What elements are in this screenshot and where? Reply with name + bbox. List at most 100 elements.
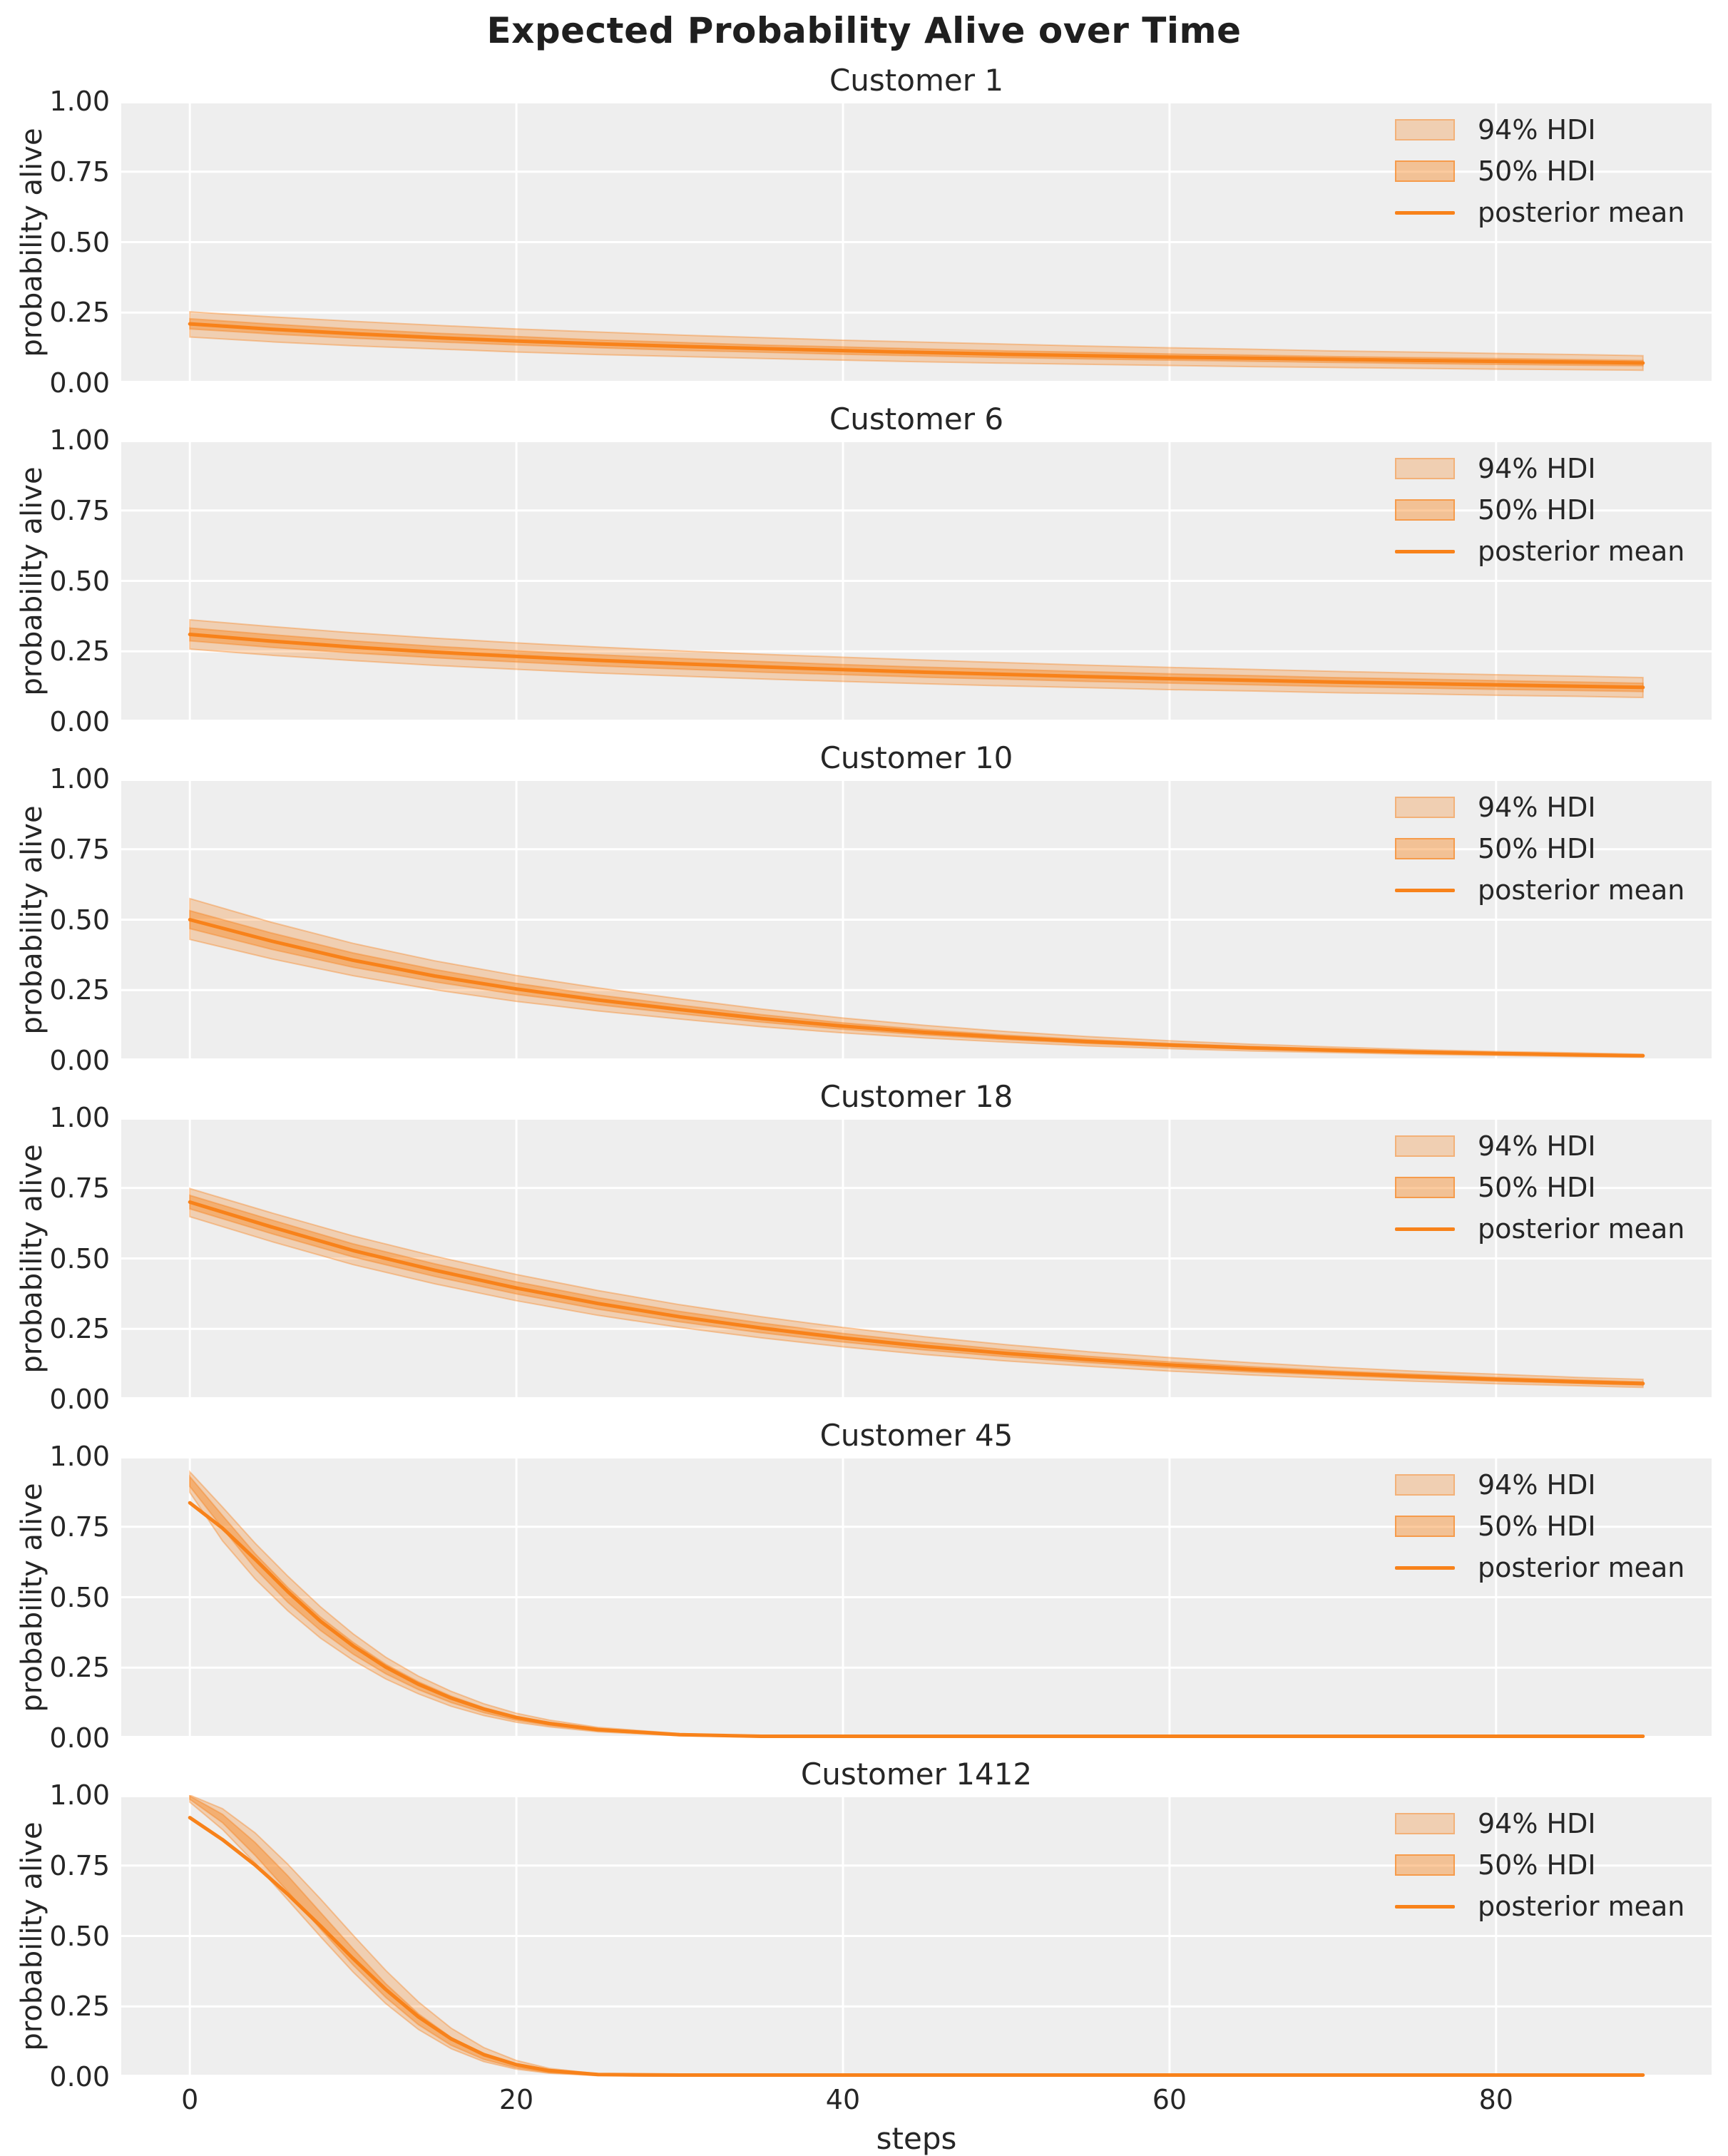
legend-label: 94% HDI (1478, 114, 1596, 145)
plot-area (121, 1795, 1712, 2077)
legend-label: posterior mean (1478, 197, 1685, 228)
legend-item-posterior-mean: posterior mean (1395, 1552, 1709, 1583)
hdi-94-band (189, 1187, 1644, 1389)
legend-label: 50% HDI (1478, 833, 1596, 864)
hdi-94-band (189, 311, 1644, 372)
y-tick-label: 0.75 (49, 1172, 110, 1204)
posterior-mean-line (188, 1501, 1645, 1738)
y-tick-label: 0.75 (49, 833, 110, 865)
subplot-title: Customer 6 (829, 402, 1004, 436)
y-tick-label: 0.00 (49, 1722, 110, 1754)
y-tick-label: 0.50 (49, 1920, 110, 1952)
legend-label: 94% HDI (1478, 453, 1596, 484)
legend-item-94-hdi: 94% HDI (1395, 1130, 1709, 1162)
legend-label: posterior mean (1478, 1213, 1685, 1245)
subplot-title: Customer 1412 (800, 1757, 1033, 1792)
legend-swatch-94-hdi (1395, 1135, 1455, 1157)
y-tick-label: 0.25 (49, 1652, 110, 1684)
hdi-94-band (189, 1795, 1643, 2077)
y-tick-label: 0.75 (49, 1511, 110, 1543)
subplot-title: Customer 1 (829, 63, 1004, 98)
legend-item-94-hdi: 94% HDI (1395, 114, 1709, 145)
legend-line-posterior-mean (1395, 1566, 1455, 1570)
y-tick-label: 0.00 (49, 2061, 110, 2093)
y-tick-label: 0.25 (49, 1991, 110, 2023)
legend-label: posterior mean (1478, 874, 1685, 906)
legend-label: 94% HDI (1478, 1808, 1596, 1839)
y-tick-label: 0.00 (49, 1045, 110, 1076)
plot-area (121, 779, 1712, 1061)
x-tick-label: 60 (1152, 2084, 1187, 2115)
legend-item-posterior-mean: posterior mean (1395, 197, 1709, 228)
legend-item-94-hdi: 94% HDI (1395, 453, 1709, 484)
y-tick-label: 0.25 (49, 974, 110, 1006)
legend-item-94-hdi: 94% HDI (1395, 1469, 1709, 1501)
y-tick-label: 1.00 (49, 424, 110, 456)
y-tick-label: 0.25 (49, 297, 110, 329)
legend-label: 94% HDI (1478, 792, 1596, 823)
y-tick-label: 0.00 (49, 367, 110, 399)
posterior-mean-line (188, 1200, 1645, 1386)
legend-line-posterior-mean (1395, 211, 1455, 215)
y-tick-label: 1.00 (49, 86, 110, 117)
legend-label: 50% HDI (1478, 1849, 1596, 1881)
legend-label: 50% HDI (1478, 155, 1596, 187)
plot-area (121, 440, 1712, 722)
legend-line-posterior-mean (1395, 889, 1455, 892)
y-tick-label: 1.00 (49, 1102, 110, 1133)
posterior-mean-line (188, 1816, 1645, 2077)
legend-item-posterior-mean: posterior mean (1395, 536, 1709, 567)
subplot-title: Customer 18 (819, 1079, 1013, 1114)
y-tick-label: 0.50 (49, 1242, 110, 1274)
legend-swatch-50-hdi (1395, 838, 1455, 859)
legend-item-posterior-mean: posterior mean (1395, 1213, 1709, 1245)
hdi-94-band (189, 618, 1644, 699)
x-tick-label: 80 (1478, 2084, 1513, 2115)
legend-label: posterior mean (1478, 1891, 1685, 1922)
hdi-94-band (189, 1470, 1644, 1738)
legend-item-posterior-mean: posterior mean (1395, 874, 1709, 906)
x-axis-label: steps (876, 2121, 957, 2156)
y-tick-label: 1.00 (49, 1441, 110, 1472)
x-tick-label: 40 (825, 2084, 861, 2115)
legend-swatch-50-hdi (1395, 1854, 1455, 1876)
legend-item-50-hdi: 50% HDI (1395, 1172, 1709, 1203)
legend-label: 94% HDI (1478, 1469, 1596, 1501)
y-tick-label: 0.50 (49, 1581, 110, 1613)
y-tick-label: 0.25 (49, 1313, 110, 1345)
subplot-title: Customer 45 (819, 1418, 1013, 1453)
legend-swatch-94-hdi (1395, 458, 1455, 479)
legend-label: 50% HDI (1478, 1172, 1596, 1203)
legend-line-posterior-mean (1395, 1227, 1455, 1231)
legend-swatch-94-hdi (1395, 1474, 1455, 1496)
y-tick-label: 0.75 (49, 1849, 110, 1881)
y-tick-label: 0.00 (49, 1384, 110, 1415)
x-tick-label: 20 (499, 2084, 534, 2115)
y-tick-label: 0.25 (49, 635, 110, 668)
legend-swatch-94-hdi (1395, 1813, 1455, 1834)
legend-line-posterior-mean (1395, 1905, 1455, 1909)
plot-area (121, 1118, 1712, 1399)
legend-item-50-hdi: 50% HDI (1395, 1849, 1709, 1881)
legend-item-50-hdi: 50% HDI (1395, 155, 1709, 187)
legend-item-50-hdi: 50% HDI (1395, 833, 1709, 864)
legend-label: posterior mean (1478, 1552, 1685, 1583)
legend-swatch-50-hdi (1395, 499, 1455, 521)
legend-label: 50% HDI (1478, 494, 1596, 526)
y-tick-label: 0.50 (49, 565, 110, 597)
y-tick-label: 0.75 (49, 494, 110, 526)
posterior-mean-line (188, 918, 1645, 1058)
legend-item-94-hdi: 94% HDI (1395, 1808, 1709, 1839)
plot-area (121, 1456, 1712, 1738)
legend-swatch-94-hdi (1395, 797, 1455, 818)
y-tick-label: 0.50 (49, 904, 110, 936)
legend-swatch-94-hdi (1395, 119, 1455, 141)
y-tick-label: 0.75 (49, 155, 110, 188)
y-tick-label: 0.00 (49, 706, 110, 737)
plot-area (121, 101, 1712, 383)
figure-title: Expected Probability Alive over Time (486, 10, 1242, 51)
y-tick-label: 1.00 (49, 763, 110, 795)
posterior-mean-line (188, 322, 1645, 365)
legend-swatch-50-hdi (1395, 1177, 1455, 1198)
